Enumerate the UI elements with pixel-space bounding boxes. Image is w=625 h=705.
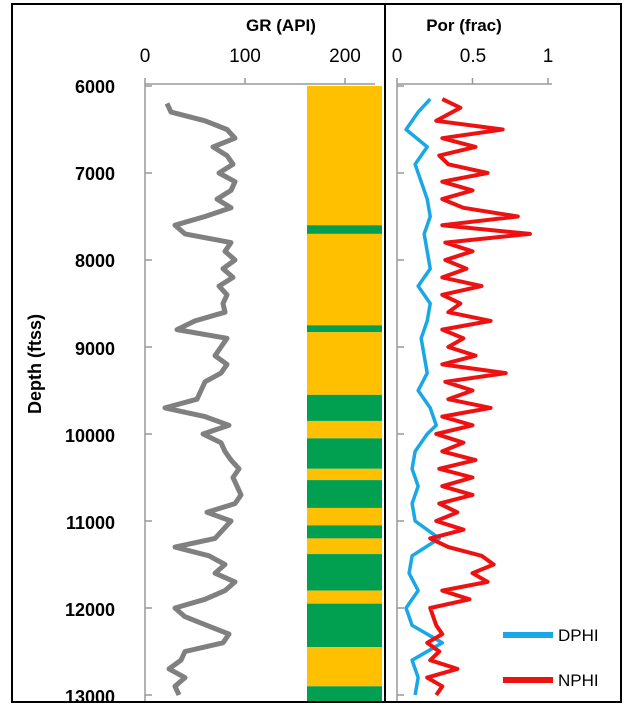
facies-interval: [307, 507, 382, 526]
facies-interval: [307, 554, 382, 591]
facies-interval: [307, 480, 382, 508]
depth-axis-title: Depth (ftss): [25, 314, 45, 414]
porosity-track-title: Por (frac): [426, 16, 502, 35]
facies-interval: [307, 332, 382, 395]
facies-interval: [307, 438, 382, 469]
por-x-tick-label: 1: [543, 46, 554, 67]
facies-interval: [307, 647, 382, 687]
depth-tick-label: 13000: [65, 687, 115, 705]
depth-tick-label: 8000: [75, 251, 115, 271]
legend: DPHI NPHI: [503, 626, 599, 690]
facies-interval: [307, 325, 382, 333]
facies-column: [307, 86, 382, 701]
depth-tick-label: 12000: [65, 600, 115, 620]
gr-x-tick-label: 100: [229, 46, 261, 67]
gr-plot-area: [144, 78, 375, 701]
facies-interval: [307, 468, 382, 481]
facies-interval: [307, 86, 382, 226]
gr-curve: [162, 102, 244, 697]
facies-interval: [307, 233, 382, 326]
depth-tick-label: 10000: [65, 426, 115, 446]
por-x-tick-label: 0.5: [460, 46, 486, 67]
depth-tick-label: 6000: [75, 77, 115, 97]
depth-tick-label: 9000: [75, 339, 115, 359]
porosity-track-frame: [384, 3, 622, 703]
porosity-plot-area: [396, 78, 552, 701]
gr-x-tick-label: 200: [329, 46, 361, 67]
facies-interval: [307, 538, 382, 555]
facies-interval: [307, 603, 382, 648]
facies-interval: [307, 590, 382, 604]
facies-interval: [307, 420, 382, 439]
gr-track-title: GR (API): [246, 16, 316, 35]
legend-nphi-label: NPHI: [558, 671, 599, 690]
dphi-curve: [404, 97, 445, 696]
depth-tick-label: 7000: [75, 164, 115, 184]
facies-interval: [307, 394, 382, 421]
gr-x-tick-label: 0: [140, 46, 151, 67]
depth-tick-label: 11000: [66, 513, 115, 533]
facies-interval: [307, 686, 382, 701]
legend-dphi-label: DPHI: [558, 626, 599, 645]
facies-interval: [307, 225, 382, 234]
por-x-tick-label: 0: [392, 46, 403, 67]
nphi-curve: [425, 97, 532, 697]
facies-interval: [307, 525, 382, 539]
